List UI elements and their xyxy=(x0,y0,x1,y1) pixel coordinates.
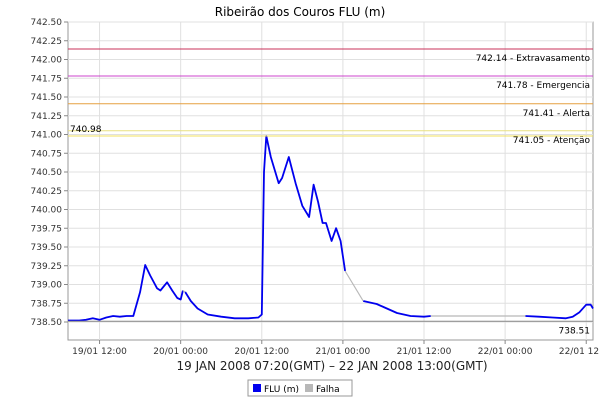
annotations: 740.98 738.51 xyxy=(68,125,593,336)
legend-swatch xyxy=(305,384,313,392)
max-label: 740.98 xyxy=(70,125,102,135)
y-axis: 742.50 742.25 742.00 741.75 741.50 741.25 741.… xyxy=(31,18,68,328)
grid-lines xyxy=(68,21,593,340)
y-tick-label: 739.75 xyxy=(31,224,63,234)
y-tick-label: 738.50 xyxy=(31,318,63,328)
x-tick-label: 19/01 12:00 xyxy=(72,347,127,357)
series-lines xyxy=(68,135,594,322)
y-tick-label: 738.75 xyxy=(31,299,63,309)
x-tick-label: 22/01 00:00 xyxy=(478,347,533,357)
x-tick-label: 20/01 00:00 xyxy=(153,347,208,357)
y-tick-label: 740.50 xyxy=(31,168,63,178)
series-line xyxy=(363,300,431,318)
y-tick-label: 740.25 xyxy=(31,187,63,197)
chart-title: Ribeirão dos Couros FLU (m) xyxy=(215,5,386,19)
legend: FLU (m) Falha xyxy=(247,379,353,397)
legend-label: FLU (m) xyxy=(264,385,299,395)
y-tick-label: 741.00 xyxy=(31,131,63,141)
y-tick-label: 742.00 xyxy=(31,56,63,66)
x-tick-label: 22/01 12:00 xyxy=(559,347,600,357)
series-line xyxy=(525,303,594,320)
y-tick-label: 741.25 xyxy=(31,112,63,122)
y-tick-label: 739.50 xyxy=(31,243,63,253)
x-tick-label: 21/01 12:00 xyxy=(397,347,452,357)
y-tick-label: 741.75 xyxy=(31,74,63,84)
threshold-lines: 742.14 - Extravasamento 741.78 - Emergenc… xyxy=(68,48,593,146)
y-tick-label: 741.50 xyxy=(31,93,63,103)
y-tick-label: 740.75 xyxy=(31,149,63,159)
plot-area xyxy=(67,21,594,341)
threshold-label: 742.14 - Extravasamento xyxy=(476,54,591,64)
series-line xyxy=(344,270,364,302)
legend-box xyxy=(247,379,353,397)
series-line xyxy=(182,289,186,293)
y-tick-label: 740.00 xyxy=(31,206,63,216)
threshold-label: 741.41 - Alerta xyxy=(523,109,590,119)
series-line xyxy=(68,264,184,322)
threshold-label: 741.05 - Atenção xyxy=(513,136,591,146)
x-tick-label: 20/01 12:00 xyxy=(234,347,289,357)
min-label: 738.51 xyxy=(559,326,591,336)
series-line xyxy=(184,135,346,320)
threshold-label: 741.78 - Emergencia xyxy=(496,81,590,91)
y-tick-label: 739.25 xyxy=(31,262,63,272)
x-axis: 19/01 12:00 20/01 00:00 20/01 12:00 21/01 0… xyxy=(72,340,600,357)
y-tick-label: 742.50 xyxy=(31,18,63,28)
x-tick-label: 21/01 00:00 xyxy=(316,347,371,357)
y-tick-label: 742.25 xyxy=(31,37,63,47)
legend-label: Falha xyxy=(316,385,340,395)
y-tick-label: 739.00 xyxy=(31,281,63,291)
legend-swatch xyxy=(253,384,261,392)
x-axis-label: 19 JAN 2008 07:20(GMT) – 22 JAN 2008 13:… xyxy=(176,359,487,373)
